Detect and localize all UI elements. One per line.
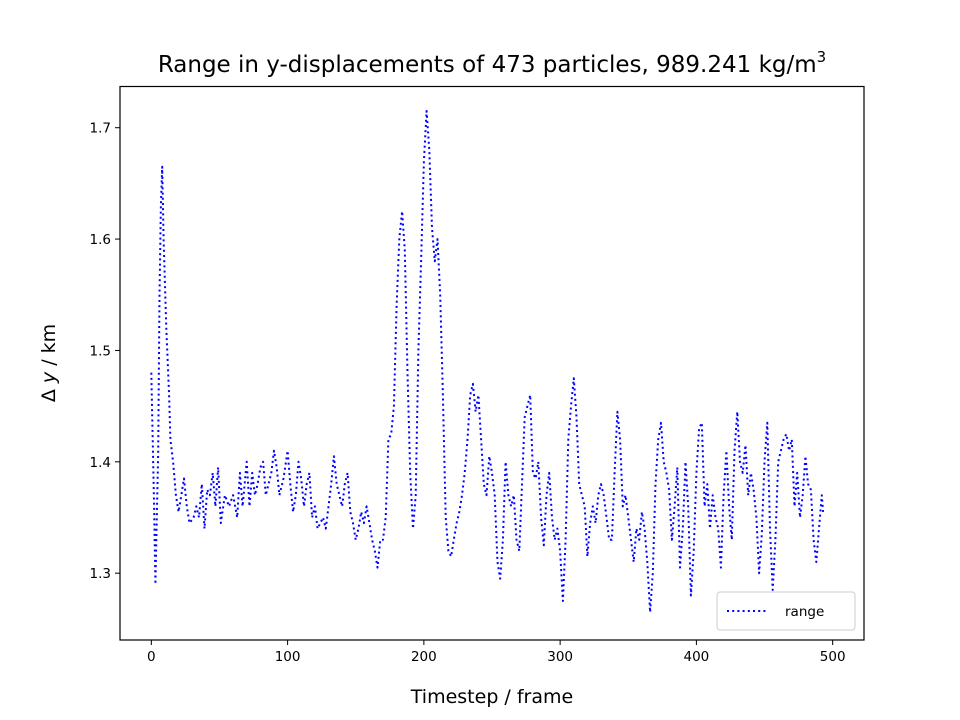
y-axis-ticks: 1.3 1.4 1.5 1.6 1.7 [90, 121, 120, 582]
y-tick-label: 1.4 [90, 455, 111, 471]
y-tick-label: 1.5 [90, 343, 111, 359]
x-tick-label: 100 [275, 649, 301, 665]
y-axis-label-delta: Δ [38, 389, 60, 402]
legend-frame [716, 591, 856, 631]
y-tick-label: 1.3 [90, 566, 111, 582]
chart-title: Range in y-displacements of 473 particle… [158, 48, 826, 78]
x-tick-label: 400 [684, 649, 710, 665]
x-axis-label: Timestep / frame [410, 686, 573, 708]
legend: range [716, 591, 856, 631]
series-layer [150, 110, 825, 614]
x-tick-label: 0 [147, 649, 156, 665]
plot-area: 0 100 200 300 400 500 1.3 1.4 1.5 1.6 1.7 [90, 85, 865, 665]
x-tick-label: 500 [820, 649, 846, 665]
y-tick-label: 1.6 [90, 232, 111, 248]
series-line-range [150, 110, 825, 614]
y-axis-label: Δ y / km [38, 324, 60, 402]
y-tick-label: 1.7 [90, 121, 111, 137]
x-tick-label: 300 [547, 649, 573, 665]
y-axis-label-unit: / km [38, 324, 60, 372]
legend-label-range: range [785, 604, 824, 620]
x-tick-label: 200 [411, 649, 437, 665]
y-axis-label-variable: y [38, 371, 60, 384]
plot-frame [119, 85, 865, 641]
chart-title-superscript: 3 [817, 48, 827, 66]
x-axis-ticks: 0 100 200 300 400 500 [147, 640, 846, 665]
